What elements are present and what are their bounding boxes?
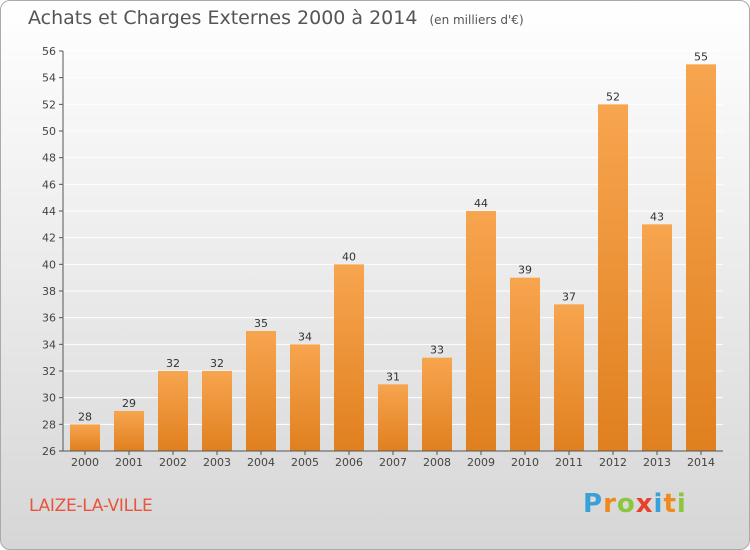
logo-letter: o xyxy=(616,489,636,519)
y-tick-label: 42 xyxy=(42,232,56,245)
bar xyxy=(598,104,628,451)
x-tick-label: 2002 xyxy=(159,456,187,469)
bar-value-label: 39 xyxy=(518,264,532,277)
logo-letter: t xyxy=(663,489,677,519)
bar-value-label: 31 xyxy=(386,370,400,383)
x-tick-label: 2000 xyxy=(71,456,99,469)
bar xyxy=(70,424,100,451)
bar-value-label: 33 xyxy=(430,344,444,357)
bar xyxy=(114,411,144,451)
y-tick-label: 50 xyxy=(42,125,56,138)
bar-value-label: 28 xyxy=(78,410,92,423)
bar-value-label: 35 xyxy=(254,317,268,330)
logo-letter: P xyxy=(583,489,604,519)
bar-value-label: 34 xyxy=(298,330,312,343)
bar xyxy=(378,384,408,451)
y-tick-label: 26 xyxy=(42,445,56,458)
y-tick-label: 36 xyxy=(42,312,56,325)
y-tick-label: 56 xyxy=(42,45,56,58)
bar-value-label: 55 xyxy=(694,50,708,63)
axes: 26 28 30 32 34 36 38 40 42 44 46 48 50 52 54 56 2000 2001… xyxy=(42,45,723,469)
chart-title: Achats et Charges Externes 2000 à 2014 xyxy=(28,7,418,29)
y-tick-label: 28 xyxy=(42,418,56,431)
x-tick-label: 2008 xyxy=(423,456,451,469)
y-tick-label: 40 xyxy=(42,258,56,271)
bar-value-label: 37 xyxy=(562,290,576,303)
y-tick-label: 34 xyxy=(42,338,56,351)
x-tick-label: 2005 xyxy=(291,456,319,469)
logo-letter: i xyxy=(653,489,664,519)
bar-value-label: 43 xyxy=(650,210,664,223)
logo-letter: x xyxy=(635,489,654,519)
bar xyxy=(642,224,672,451)
bar xyxy=(686,64,716,452)
x-tick-label: 2001 xyxy=(115,456,143,469)
bars: 28 29 32 32 35 34 40 31 33 44 39 37 52 43 55 xyxy=(70,50,716,452)
bar xyxy=(202,371,232,451)
y-tick-label: 32 xyxy=(42,365,56,378)
bar xyxy=(158,371,188,451)
bar xyxy=(422,357,452,451)
x-tick-label: 2011 xyxy=(555,456,583,469)
bar-value-label: 32 xyxy=(210,357,224,370)
y-tick-label: 54 xyxy=(42,72,56,85)
logo-letter: i xyxy=(676,489,687,519)
bar xyxy=(554,304,584,451)
x-tick-label: 2012 xyxy=(599,456,627,469)
chart-subtitle: (en milliers d'€) xyxy=(429,13,524,27)
y-tick-label: 44 xyxy=(42,205,56,218)
x-tick-label: 2009 xyxy=(467,456,495,469)
y-tick-label: 48 xyxy=(42,152,56,165)
chart-title-block: Achats et Charges Externes 2000 à 2014 (… xyxy=(28,7,524,29)
bar-value-label: 44 xyxy=(474,197,488,210)
x-tick-label: 2014 xyxy=(687,456,715,469)
y-tick-label: 52 xyxy=(42,98,56,111)
bar xyxy=(290,344,320,451)
bar-value-label: 29 xyxy=(122,397,136,410)
y-tick-label: 46 xyxy=(42,178,56,191)
x-tick-label: 2013 xyxy=(643,456,671,469)
bar xyxy=(246,331,276,451)
bar xyxy=(334,264,364,451)
x-tick-label: 2006 xyxy=(335,456,363,469)
bar-value-label: 52 xyxy=(606,90,620,103)
bar xyxy=(466,211,496,451)
x-tick-label: 2007 xyxy=(379,456,407,469)
proxiti-logo[interactable]: Proxiti xyxy=(583,489,687,519)
bar-value-label: 40 xyxy=(342,250,356,263)
logo-letter: r xyxy=(603,489,617,519)
location-name: LAIZE-LA-VILLE xyxy=(29,496,153,516)
y-tick-label: 38 xyxy=(42,285,56,298)
bar-value-label: 32 xyxy=(166,357,180,370)
x-tick-label: 2010 xyxy=(511,456,539,469)
bar xyxy=(510,277,540,451)
x-tick-label: 2003 xyxy=(203,456,231,469)
y-tick-label: 30 xyxy=(42,392,56,405)
x-tick-label: 2004 xyxy=(247,456,275,469)
